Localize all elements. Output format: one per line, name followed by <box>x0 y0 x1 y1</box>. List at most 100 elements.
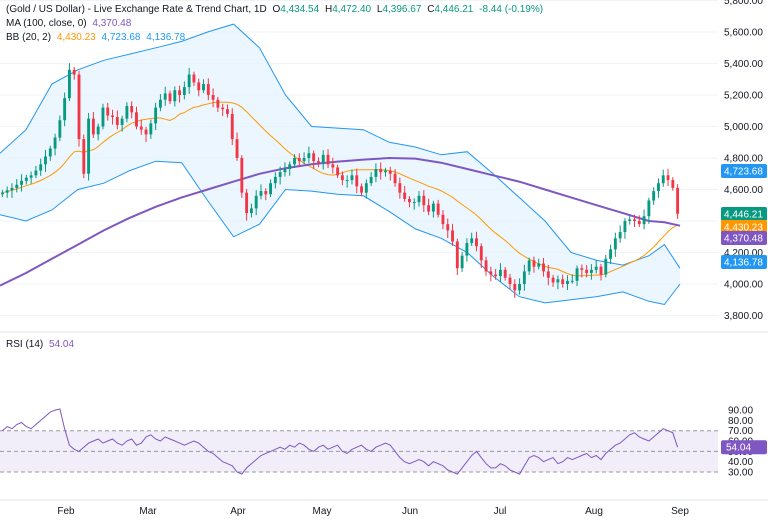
ma-label[interactable]: MA (100, close, 0) <box>6 18 87 29</box>
candle-body <box>216 99 220 108</box>
candle-body <box>657 183 660 192</box>
ma100-line <box>0 156 681 287</box>
candle-body <box>264 191 268 195</box>
candle-body <box>441 214 445 225</box>
change-value: -8.44 (-0.19%) <box>479 4 544 15</box>
candle-body <box>599 266 603 275</box>
high-label: H <box>324 4 333 15</box>
candle-body <box>317 161 320 163</box>
candle-body <box>470 238 474 244</box>
rsi-tag <box>721 440 767 455</box>
candle-body <box>91 118 95 135</box>
candle-body <box>436 203 440 215</box>
candle-body <box>178 90 182 95</box>
candle-body <box>106 107 110 116</box>
candle-body <box>235 139 239 158</box>
candle-body <box>278 172 282 177</box>
candle-body <box>494 274 498 277</box>
rsi-grid <box>0 430 718 473</box>
bb-legend: BB (20, 2) 4,430.23 4,723.68 4,136.78 <box>6 32 188 44</box>
rsi-tick-label: 90.00 <box>728 406 753 417</box>
candle-body <box>465 243 469 256</box>
candle-body <box>489 271 493 275</box>
candle-body <box>379 169 383 173</box>
candle-body <box>139 126 143 130</box>
time-tick-label: Feb <box>57 506 75 517</box>
candle-body <box>240 158 244 193</box>
bb-label[interactable]: BB (20, 2) <box>6 32 52 43</box>
candle-body <box>551 277 555 283</box>
price-tick-label: 5,600.00 <box>724 28 763 39</box>
price-tag <box>721 231 767 245</box>
candle-body <box>197 82 201 91</box>
candle-body <box>144 129 148 135</box>
candle-body <box>245 192 249 214</box>
rsi-tick-label: 70.00 <box>728 426 753 437</box>
candle-body <box>211 95 215 100</box>
candle-body <box>388 170 392 174</box>
candle-body <box>5 190 9 193</box>
candle-body <box>101 107 105 127</box>
price-tag <box>721 207 767 221</box>
candle-body <box>355 175 359 187</box>
candle-body <box>288 164 292 170</box>
time-axis[interactable]: Feb Mar Apr May Jun Jul Aug Sep <box>57 506 689 517</box>
candle-body <box>561 279 565 284</box>
candle-body <box>676 187 680 214</box>
price-tick-label: 4,000.00 <box>724 280 763 291</box>
candle-body <box>53 137 57 149</box>
candle-body <box>63 98 67 121</box>
candle-body <box>589 269 593 273</box>
bb-mid-value: 4,430.23 <box>56 32 96 43</box>
price-tick-label: 4,600.00 <box>724 185 763 196</box>
candle-body <box>417 195 421 203</box>
bb-lower-line <box>0 160 681 306</box>
rsi-tick-label: 80.00 <box>728 416 753 427</box>
candle-body <box>666 175 670 181</box>
candle-body <box>29 175 33 178</box>
candle-body <box>96 126 100 135</box>
candle-body <box>522 271 526 284</box>
candle-body <box>374 169 378 177</box>
candle-body <box>168 93 172 102</box>
low-value: 4,396.67 <box>382 4 422 15</box>
price-series <box>0 23 681 306</box>
candle-body <box>269 183 272 195</box>
price-tag-label: 4,446.21 <box>724 210 763 221</box>
price-tag-label: 4,430.23 <box>724 223 763 234</box>
candle-body <box>460 255 464 269</box>
candle-body <box>618 232 622 239</box>
candle-body <box>652 191 656 201</box>
candle-body <box>446 224 450 231</box>
candle-body <box>254 195 258 209</box>
candle-body <box>297 158 301 162</box>
candle-body <box>182 87 186 95</box>
candle-body <box>24 177 28 181</box>
bb-mid-line <box>2 101 678 277</box>
candle-body <box>398 183 402 193</box>
candles <box>0 63 680 298</box>
candle-body <box>633 219 636 221</box>
close-label: C <box>427 4 435 15</box>
candle-body <box>364 183 368 193</box>
symbol-title[interactable]: (Gold / US Dollar) - Live Exchange Rate … <box>6 4 267 15</box>
price-tag-label: 4,370.48 <box>724 234 763 245</box>
rsi-legend: RSI (14) 54.04 <box>6 339 77 351</box>
candle-body <box>173 90 177 102</box>
candle-body <box>321 154 325 163</box>
candle-body <box>15 184 19 188</box>
candle-body <box>163 93 167 100</box>
candle-body <box>393 173 397 184</box>
candle-body <box>360 186 363 193</box>
candle-body <box>479 246 483 261</box>
time-tick-label: Apr <box>230 506 246 517</box>
candle-body <box>556 279 560 283</box>
rsi-label[interactable]: RSI (14) <box>6 339 44 350</box>
candle-body <box>546 271 550 278</box>
candle-body <box>451 230 454 242</box>
candle-body <box>206 83 210 95</box>
candle-body <box>115 117 119 125</box>
price-axis[interactable]: 3,800.004,000.004,200.004,400.004,600.00… <box>724 0 763 322</box>
candle-body <box>527 260 531 272</box>
